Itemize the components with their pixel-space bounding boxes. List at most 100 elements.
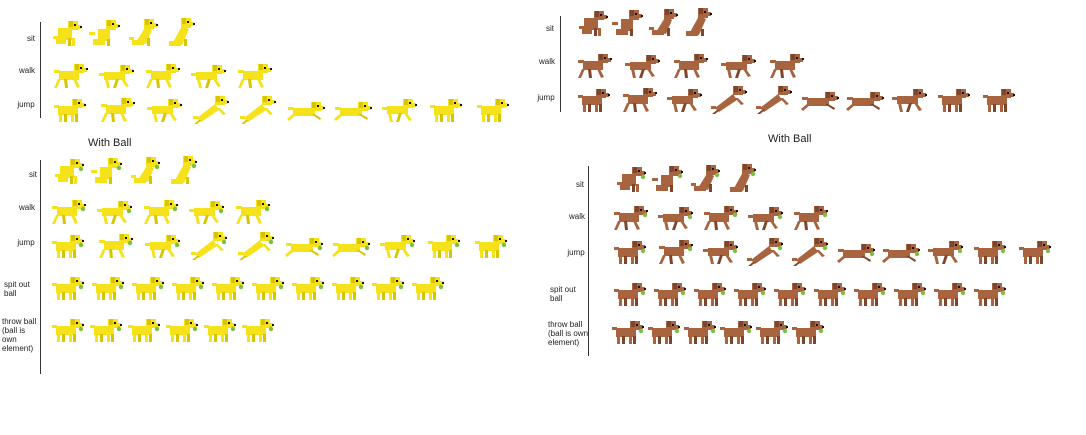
yellow-dog-stand-sprite (52, 319, 84, 342)
yellow-dog-walk-sprite (238, 64, 272, 88)
brown-dog-sit-sprite (617, 167, 646, 192)
row-label-jump: jump (17, 238, 35, 247)
yellow-dog-stand-sprite (332, 277, 364, 300)
brown-dog-walk2-sprite (703, 241, 738, 264)
brown-dog-walk2-sprite (721, 55, 756, 78)
row-label-spit-out-ball: spit out ball (4, 280, 30, 298)
brown-dog-walk-sprite (623, 88, 657, 112)
row-label-sit: sit (576, 180, 584, 189)
yellow-dog-stand-sprite (204, 319, 236, 342)
brown-dog-stand-sprite (648, 321, 680, 344)
yellow-dog-leap-sprite (285, 238, 323, 257)
brown-with-ball-divider (588, 166, 589, 356)
yellow-dog-stand-sprite (477, 99, 509, 122)
brown-dog-walk2-sprite (625, 55, 660, 78)
brown-dog-stand-sprite (612, 321, 644, 344)
row-label-throw-ball: throw ball (ball is own element) (548, 320, 589, 347)
brown-dog-stand-sprite (854, 283, 886, 306)
yellow-with-ball-divider (40, 160, 41, 374)
brown-dog-walk2-sprite (658, 207, 693, 230)
brown-dog-stand-sprite (814, 283, 846, 306)
brown-dog-stand-sprite (774, 283, 806, 306)
yellow-dog-sit4-sprite (169, 18, 195, 46)
brown-dog-leap-sprite (846, 92, 884, 111)
yellow-dog-walk-sprite (236, 200, 270, 224)
yellow-dog-stand-sprite (475, 235, 507, 258)
brown-dog-stand-sprite (720, 321, 752, 344)
brown-dog-walk-sprite (659, 240, 693, 264)
brown-dog-walk-sprite (674, 54, 708, 78)
brown-dog-stand-sprite (694, 283, 726, 306)
yellow-dog-walk-sprite (99, 234, 133, 258)
brown-dog-sit3-sprite (691, 165, 720, 192)
brown-dog-sit2-sprite (612, 10, 643, 36)
brown-dog-jumpup-sprite (711, 86, 747, 114)
brown-dog-jumpup-sprite (792, 238, 828, 266)
yellow-dog-stand-sprite (52, 277, 84, 300)
brown-dog-stand-sprite (894, 283, 926, 306)
brown-dog-sit-sprite (579, 11, 608, 36)
row-label-walk: walk (18, 203, 35, 212)
brown-dog-stand-sprite (614, 241, 646, 264)
yellow-dog-leap-sprite (332, 238, 370, 257)
yellow-dog-sit2-sprite (89, 20, 120, 46)
yellow-dog-stand-sprite (166, 319, 198, 342)
yellow-dog-leap-sprite (334, 102, 372, 121)
yellow-dog-stand-sprite (212, 277, 244, 300)
brown-dog-jumpup-sprite (756, 86, 792, 114)
yellow-dog-walk2-sprite (191, 65, 226, 88)
brown-dog-sit4-sprite (686, 8, 712, 36)
yellow-dog-stand-sprite (252, 277, 284, 300)
yellow-dog-walk2-sprite (147, 99, 182, 122)
yellow-dog-walk2-sprite (380, 235, 415, 258)
yellow-dog-walk-sprite (52, 200, 86, 224)
brown-dog-stand-sprite (654, 283, 686, 306)
yellow-dog-stand-sprite (90, 319, 122, 342)
brown-dog-leap-sprite (882, 244, 920, 263)
brown-dog-jumpup-sprite (747, 238, 783, 266)
brown-dog-stand-sprite (614, 283, 646, 306)
brown-dog-leap-sprite (801, 92, 839, 111)
yellow-dog-walk-sprite (144, 200, 178, 224)
brown-dog-sit4-sprite (730, 164, 756, 192)
row-label-jump: jump (17, 100, 35, 109)
brown-dog-walk2-sprite (748, 207, 783, 230)
yellow-dog-jumpup-sprite (240, 96, 276, 124)
yellow-no-ball-divider (40, 22, 41, 118)
brown-dog-stand-sprite (983, 89, 1015, 112)
yellow-dog-stand-sprite (372, 277, 404, 300)
brown-no-ball-divider (560, 16, 561, 112)
brown-dog-walk-sprite (704, 206, 738, 230)
row-label-sit: sit (27, 34, 35, 43)
yellow-dog-sit3-sprite (131, 157, 160, 184)
yellow-dog-sit3-sprite (129, 19, 158, 46)
row-label-spit-out-ball: spit out ball (550, 285, 576, 303)
brown-dog-stand-sprite (974, 283, 1006, 306)
yellow-dog-walk2-sprite (97, 201, 132, 224)
yellow-dog-walk2-sprite (99, 65, 134, 88)
brown-dog-stand-sprite (934, 283, 966, 306)
yellow-dog-sit4-sprite (171, 156, 197, 184)
yellow-dog-stand-sprite (242, 319, 274, 342)
brown-dog-walk2-sprite (667, 89, 702, 112)
yellow-dog-walk2-sprite (189, 201, 224, 224)
yellow-dog-walk-sprite (146, 64, 180, 88)
brown-dog-stand-sprite (734, 283, 766, 306)
yellow-with-ball-heading: With Ball (88, 137, 132, 149)
brown-dog-stand-sprite (938, 89, 970, 112)
brown-with-ball-heading: With Ball (768, 133, 812, 145)
yellow-dog-stand-sprite (430, 99, 462, 122)
brown-dog-stand-sprite (974, 241, 1006, 264)
brown-dog-leap-sprite (837, 244, 875, 263)
yellow-dog-stand-sprite (92, 277, 124, 300)
row-label-jump: jump (537, 93, 555, 102)
row-label-walk: walk (568, 212, 585, 221)
row-label-walk: walk (538, 57, 555, 66)
brown-dog-stand-sprite (756, 321, 788, 344)
brown-dog-walk-sprite (614, 206, 648, 230)
brown-dog-stand-sprite (578, 89, 610, 112)
yellow-dog-walk-sprite (101, 98, 135, 122)
yellow-dog-stand-sprite (292, 277, 324, 300)
brown-dog-stand-sprite (684, 321, 716, 344)
yellow-dog-walk-sprite (54, 64, 88, 88)
